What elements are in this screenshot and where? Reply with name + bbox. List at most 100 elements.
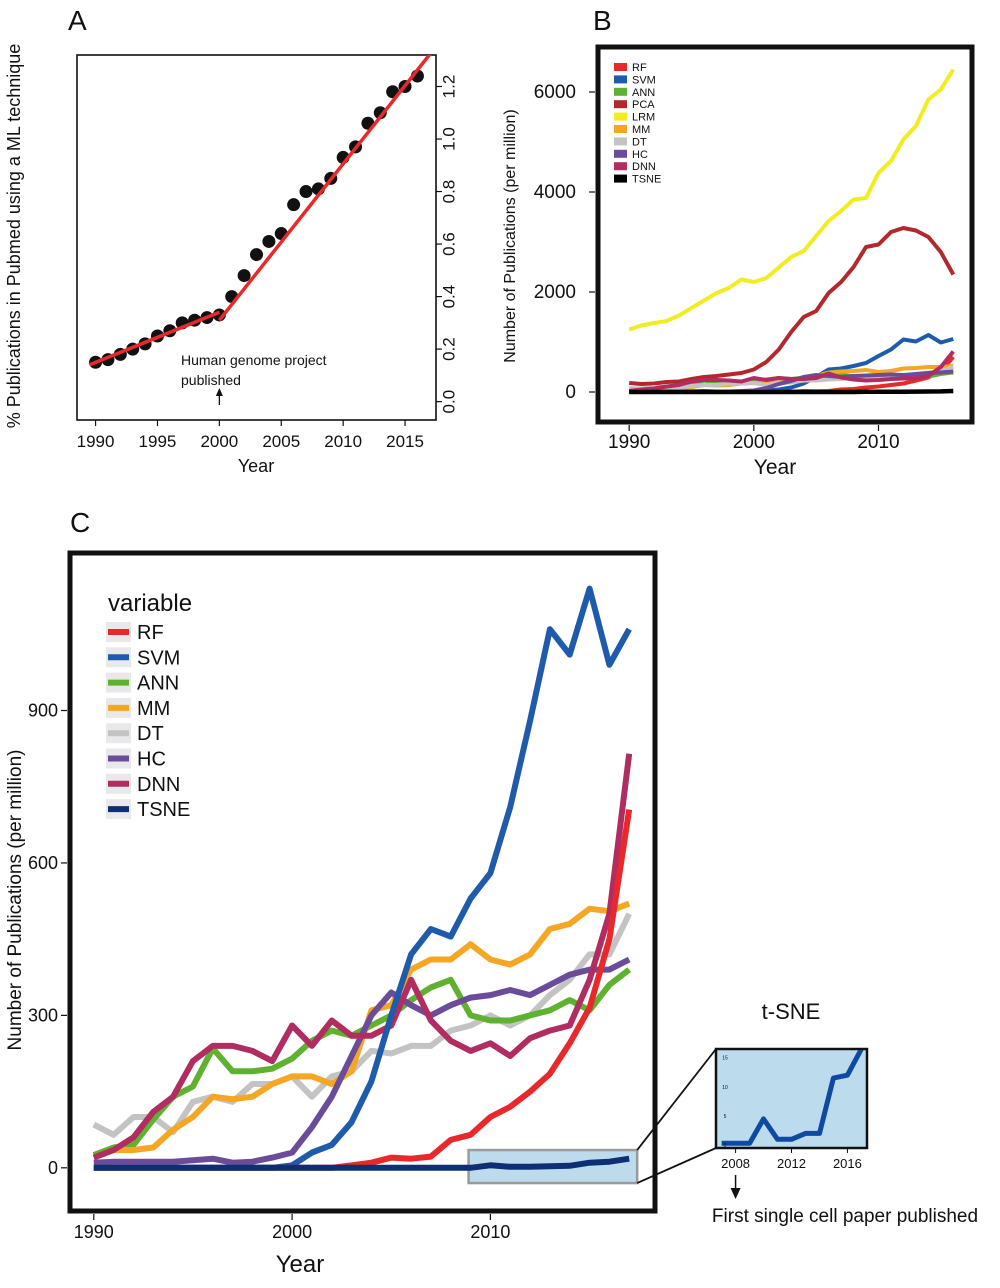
- panel-c-xtick-label: 2010: [470, 1222, 510, 1242]
- tsne-ytick-label: 10: [722, 1085, 728, 1091]
- panel-a-point: [250, 248, 263, 262]
- panel-b-legend-key-hc: [614, 149, 627, 158]
- panel-b-legend-key-dt: [614, 137, 627, 146]
- panel-a-annotation-line1: Human genome project: [181, 352, 327, 368]
- panel-b-legend-label-hc: HC: [632, 149, 648, 161]
- panel-a-ytick-label: 0.8: [439, 180, 458, 204]
- panel-b-legend-key-mm: [614, 125, 627, 133]
- tsne-xtick-label: 2016: [833, 1156, 862, 1171]
- panel-a-ytick-label: 0.6: [439, 232, 458, 256]
- panel-b-legend-label-lrm: LRM: [632, 112, 655, 124]
- panel-c-xlabel: Year: [276, 1251, 325, 1278]
- panel-a-point: [287, 198, 301, 212]
- panel-a-point: [237, 269, 251, 283]
- panel-c-legend-label-svm: SVM: [137, 647, 180, 669]
- panel-b-legend-key-tsne: [614, 174, 627, 183]
- panel-c-series-tsne: [93, 1155, 630, 1171]
- panel-a-xtick-label: 2000: [200, 432, 238, 451]
- panel-b-legend-key-lrm: [614, 112, 627, 121]
- panel-a-xlabel: Year: [238, 456, 274, 476]
- zoom-connector-bottom: [636, 1147, 717, 1184]
- panel-a-ytick-label: 0.0: [439, 390, 458, 414]
- panel-a-fit-line-1: [88, 310, 221, 367]
- tsne-xtick-label: 2008: [721, 1156, 750, 1171]
- panel-b-legend-label-rf: RF: [632, 62, 647, 74]
- tsne-ytick-label: 15: [722, 1056, 728, 1062]
- tsne-annotation: First single cell paper published: [712, 1206, 978, 1227]
- panel-b-legend-key-rf: [614, 63, 627, 71]
- panel-b-legend-label-dt: DT: [632, 136, 647, 148]
- panel-b-legend-key-pca: [614, 100, 627, 109]
- tsne-xtick-label: 2012: [777, 1156, 806, 1171]
- tsne-inset: t-SNE 0 5 10 15 2008 2012 2016 First single ce…: [712, 999, 978, 1227]
- panel-c-xtick-label: 2000: [272, 1222, 312, 1242]
- panel-b-legend-label-tsne: TSNE: [632, 174, 661, 186]
- panel-a-point: [262, 234, 276, 248]
- panel-c-legend-title: variable: [108, 590, 192, 617]
- panel-a-xtick-label: 1990: [77, 432, 115, 451]
- panel-b-xtick-label: 2010: [857, 432, 899, 453]
- panel-b-ytick-label: 2000: [534, 282, 576, 303]
- panel-b-legend-label-svm: SVM: [632, 74, 656, 86]
- panel-c-legend-label-rf: RF: [137, 622, 164, 644]
- panel-label-c: C: [70, 507, 90, 538]
- panel-c-ytick-label: 600: [28, 853, 58, 873]
- panel-c-legend-label-tsne: TSNE: [137, 799, 190, 821]
- panel-b-xtick-label: 1990: [608, 432, 650, 453]
- panel-b-ytick-label: 4000: [534, 182, 576, 203]
- panel-c-ytick-label: 300: [28, 1005, 58, 1025]
- tsne-series: [721, 1050, 864, 1146]
- panel-a-point: [299, 185, 313, 199]
- panel-b-series-lrm: [628, 68, 955, 332]
- panel-b-ytick-label: 0: [565, 382, 576, 403]
- panel-c-ytick-label: 900: [28, 701, 58, 721]
- panel-b-series-pca: [629, 226, 956, 386]
- panel-a-ytick-label: 1.2: [439, 75, 458, 99]
- panel-a-chart: 1990 1995 2000 2005 2010 2015 0.0 0.2 0.4 0.6 0.8 1…: [4, 44, 458, 476]
- tsne-frame: [714, 1047, 869, 1150]
- panel-a-fit-line-2: [218, 55, 432, 322]
- panel-a-ytick-label: 1.0: [439, 127, 458, 151]
- panel-b-xtick-label: 2000: [733, 432, 775, 453]
- panel-c-legend-label-dt: DT: [137, 723, 164, 745]
- panel-c-xtick-label: 1990: [74, 1222, 114, 1242]
- panel-b-series-dnn: [628, 350, 955, 393]
- panel-b-legend-key-ann: [614, 87, 627, 96]
- panel-b-ytick-label: 6000: [534, 82, 576, 103]
- zoom-connector-top: [636, 1048, 717, 1151]
- panel-b-xlabel: Year: [754, 456, 796, 479]
- panel-b-frame: [595, 44, 975, 425]
- panel-a-xtick-label: 2005: [262, 432, 300, 451]
- tsne-ytick-label: 5: [724, 1114, 727, 1120]
- tsne-ytick-label: 0: [724, 1143, 727, 1149]
- panel-b-legend-label-mm: MM: [632, 124, 650, 136]
- panel-c-series-dt: [92, 912, 632, 1138]
- panel-c-ylabel: Number of Publications (per million): [5, 750, 26, 1051]
- panel-b-legend-key-svm: [614, 75, 627, 84]
- panel-b-ylabel: Number of Publications (per million): [502, 109, 519, 362]
- panel-a-xtick-label: 2010: [324, 432, 362, 451]
- panel-c-series-dnn: [92, 753, 633, 1161]
- panel-c-legend-label-hc: HC: [137, 749, 166, 771]
- panel-a-xtick-label: 1995: [139, 432, 177, 451]
- panel-c-legend-label-mm: MM: [137, 698, 170, 720]
- tsne-title: t-SNE: [762, 999, 821, 1024]
- panel-c-legend-label-ann: ANN: [137, 673, 179, 695]
- panel-a-ytick-label: 0.4: [439, 285, 458, 309]
- panel-a-annotation-line2: published: [181, 372, 241, 388]
- panel-a-annotation-arrowhead: [215, 388, 223, 396]
- panel-c-legend-label-dnn: DNN: [137, 774, 180, 796]
- panel-b-chart: 1990 2000 2010 0 2000 4000 6000 RFSVMANNPCALRM…: [502, 44, 975, 479]
- panel-b-legend-label-pca: PCA: [632, 99, 655, 111]
- panel-b-legend-label-ann: ANN: [632, 87, 655, 99]
- panel-label-b: B: [593, 5, 612, 36]
- panel-label-a: A: [68, 5, 87, 36]
- panel-a-xtick-label: 2015: [386, 432, 424, 451]
- panel-a-ylabel: % Publications in Pubmed using a ML tech…: [4, 44, 24, 429]
- panel-a-point: [373, 106, 387, 120]
- panel-a-ytick-label: 0.2: [439, 337, 458, 361]
- panel-b-legend-key-dnn: [614, 162, 627, 171]
- tsne-annotation-arrowhead: [730, 1188, 741, 1199]
- panel-b-series-tsne: [629, 388, 954, 395]
